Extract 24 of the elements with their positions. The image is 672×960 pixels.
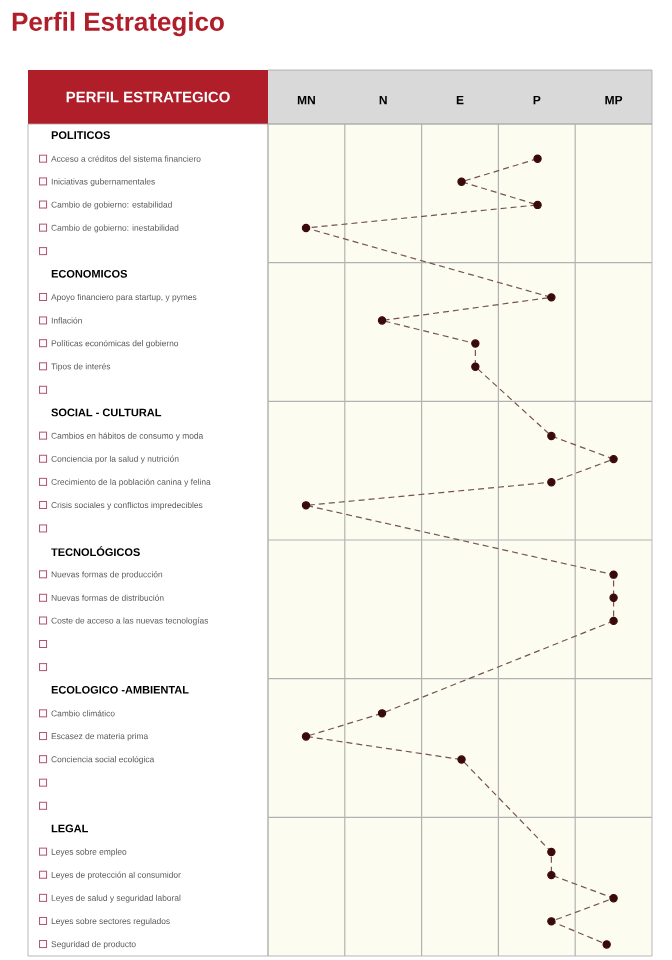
point [301, 223, 311, 233]
point [547, 293, 556, 302]
point [377, 316, 387, 325]
point [602, 940, 611, 949]
point [533, 200, 542, 210]
point [471, 362, 480, 371]
point [609, 616, 618, 626]
point [609, 454, 618, 464]
point [377, 709, 387, 718]
point [547, 917, 556, 926]
point [471, 339, 480, 348]
point [609, 593, 618, 602]
point [609, 894, 618, 903]
point [533, 154, 542, 163]
point [301, 732, 311, 741]
point [457, 755, 466, 764]
point [547, 431, 556, 441]
point [609, 570, 618, 579]
point [457, 177, 466, 186]
chart-title: Perfil Estrategico [12, 11, 224, 37]
point [547, 870, 556, 880]
point [301, 501, 311, 510]
point [547, 847, 556, 857]
point [547, 478, 556, 487]
